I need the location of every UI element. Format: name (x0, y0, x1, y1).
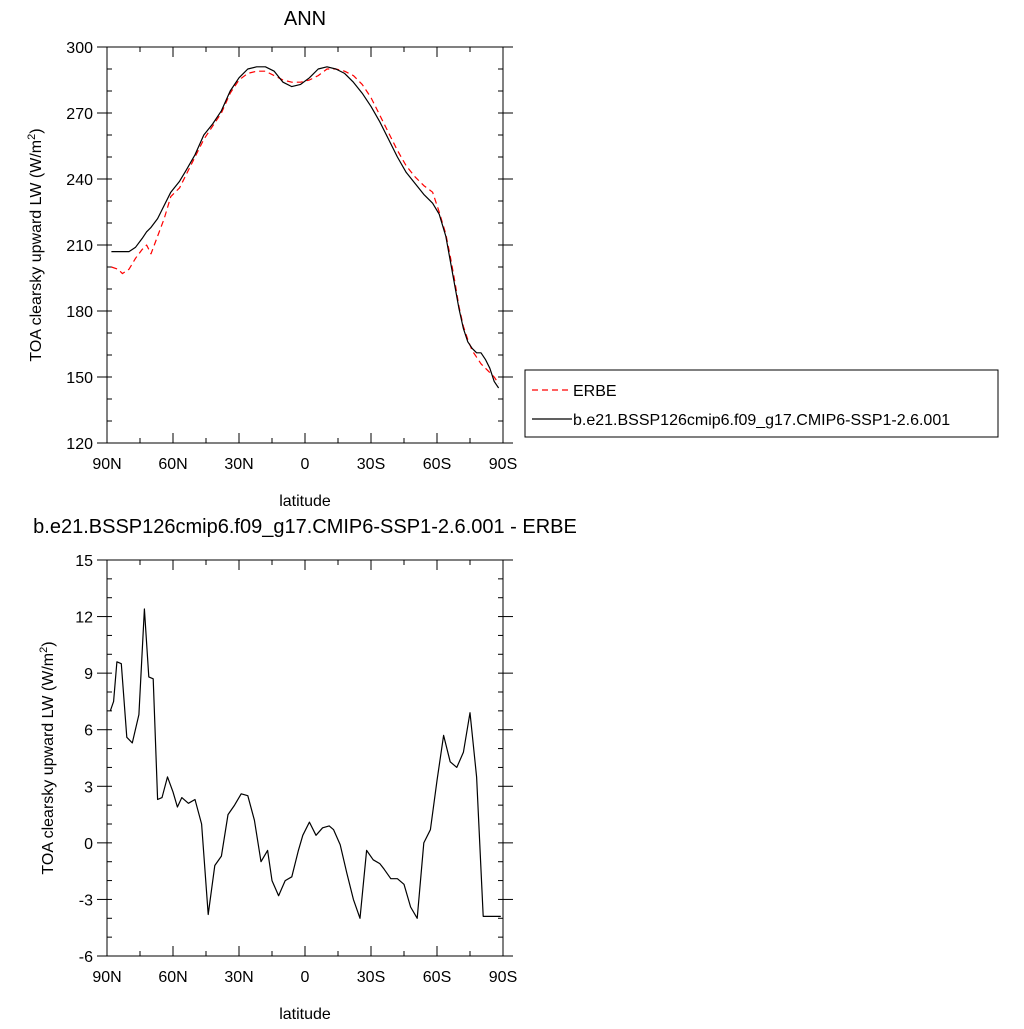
bottom-x-tick-label: 0 (301, 969, 310, 986)
bottom-chart-title: b.e21.BSSP126cmip6.f09_g17.CMIP6-SSP1-2.… (33, 516, 577, 538)
bottom-x-tick-label: 30N (224, 969, 253, 986)
top-series-line-1 (111, 66, 500, 389)
top-plot-frame (106, 46, 504, 444)
top-chart-title: ANN (284, 8, 326, 30)
bottom-series-line-0 (109, 608, 501, 919)
top-x-tick-label: 0 (301, 456, 310, 473)
bottom-x-axis-label: latitude (279, 1006, 331, 1023)
bottom-x-tick-label: 90N (92, 969, 121, 986)
legend-erbe-label: ERBE (573, 383, 617, 400)
bottom-panel: b.e21.BSSP126cmip6.f09_g17.CMIP6-SSP1-2.… (33, 516, 577, 1023)
bottom-y-tick-label: 3 (84, 779, 93, 796)
top-y-tick-label: 120 (66, 436, 93, 453)
legend: ERBE b.e21.BSSP126cmip6.f09_g17.CMIP6-SS… (524, 369, 999, 438)
bottom-series-lines (109, 608, 501, 919)
top-x-tick-label: 30N (224, 456, 253, 473)
bottom-y-tick-label: -6 (79, 949, 93, 966)
bottom-y-tick-label: -3 (79, 892, 93, 909)
top-y-tick-label: 300 (66, 40, 93, 57)
top-x-tick-label: 60N (158, 456, 187, 473)
top-x-tick-label: 90N (92, 456, 121, 473)
top-panel: ANN 90N 60N 30N 0 30S 60S 90S 120 150 180 210 240 27… (26, 8, 517, 510)
top-x-tick-label: 60S (423, 456, 451, 473)
bottom-y-axis-label: TOA clearsky upward LW (W/m2) (38, 641, 57, 874)
legend-box (524, 369, 999, 438)
top-x-tick-label: 30S (357, 456, 385, 473)
bottom-x-tick-label: 60N (158, 969, 187, 986)
top-y-tick-label: 150 (66, 370, 93, 387)
bottom-x-tick-label: 30S (357, 969, 385, 986)
bottom-x-tick-label: 90S (489, 969, 517, 986)
bottom-y-tick-label: 15 (75, 553, 93, 570)
top-series-line-0 (111, 68, 500, 384)
top-y-tick-label: 270 (66, 106, 93, 123)
top-y-axis-label: TOA clearsky upward LW (W/m2) (26, 128, 45, 361)
top-x-tick-label: 90S (489, 456, 517, 473)
top-axis-ticks: 90N 60N 30N 0 30S 60S 90S 120 150 180 210 240 270 300 (66, 40, 517, 473)
bottom-y-tick-label: 6 (84, 723, 93, 740)
top-y-tick-label: 240 (66, 172, 93, 189)
top-y-tick-label: 210 (66, 238, 93, 255)
top-x-axis-label: latitude (279, 493, 331, 510)
top-y-tick-label: 180 (66, 304, 93, 321)
top-series-lines (111, 66, 500, 389)
bottom-y-tick-label: 0 (84, 836, 93, 853)
bottom-plot-frame (106, 559, 504, 957)
bottom-x-tick-label: 60S (423, 969, 451, 986)
bottom-y-tick-label: 9 (84, 666, 93, 683)
legend-model-label: b.e21.BSSP126cmip6.f09_g17.CMIP6-SSP1-2.… (573, 412, 950, 429)
bottom-y-tick-label: 12 (75, 610, 93, 627)
bottom-axis-ticks: 90N 60N 30N 0 30S 60S 90S -6 -3 0 3 6 9 12 15 (75, 553, 517, 986)
